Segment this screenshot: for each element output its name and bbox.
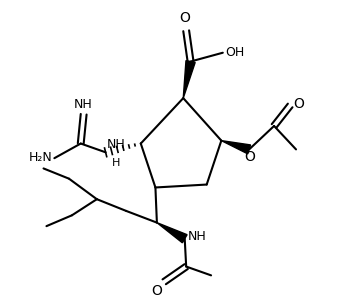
Text: O: O [151, 284, 162, 298]
Text: O: O [179, 11, 190, 26]
Text: OH: OH [226, 46, 245, 59]
Text: NH: NH [188, 230, 207, 243]
Text: H: H [111, 158, 120, 168]
Text: O: O [245, 150, 255, 164]
Polygon shape [183, 61, 195, 98]
Polygon shape [221, 141, 251, 154]
Text: NH: NH [107, 138, 126, 151]
Polygon shape [157, 223, 187, 243]
Text: O: O [294, 97, 304, 111]
Text: NH: NH [74, 98, 92, 111]
Text: H₂N: H₂N [28, 151, 52, 164]
